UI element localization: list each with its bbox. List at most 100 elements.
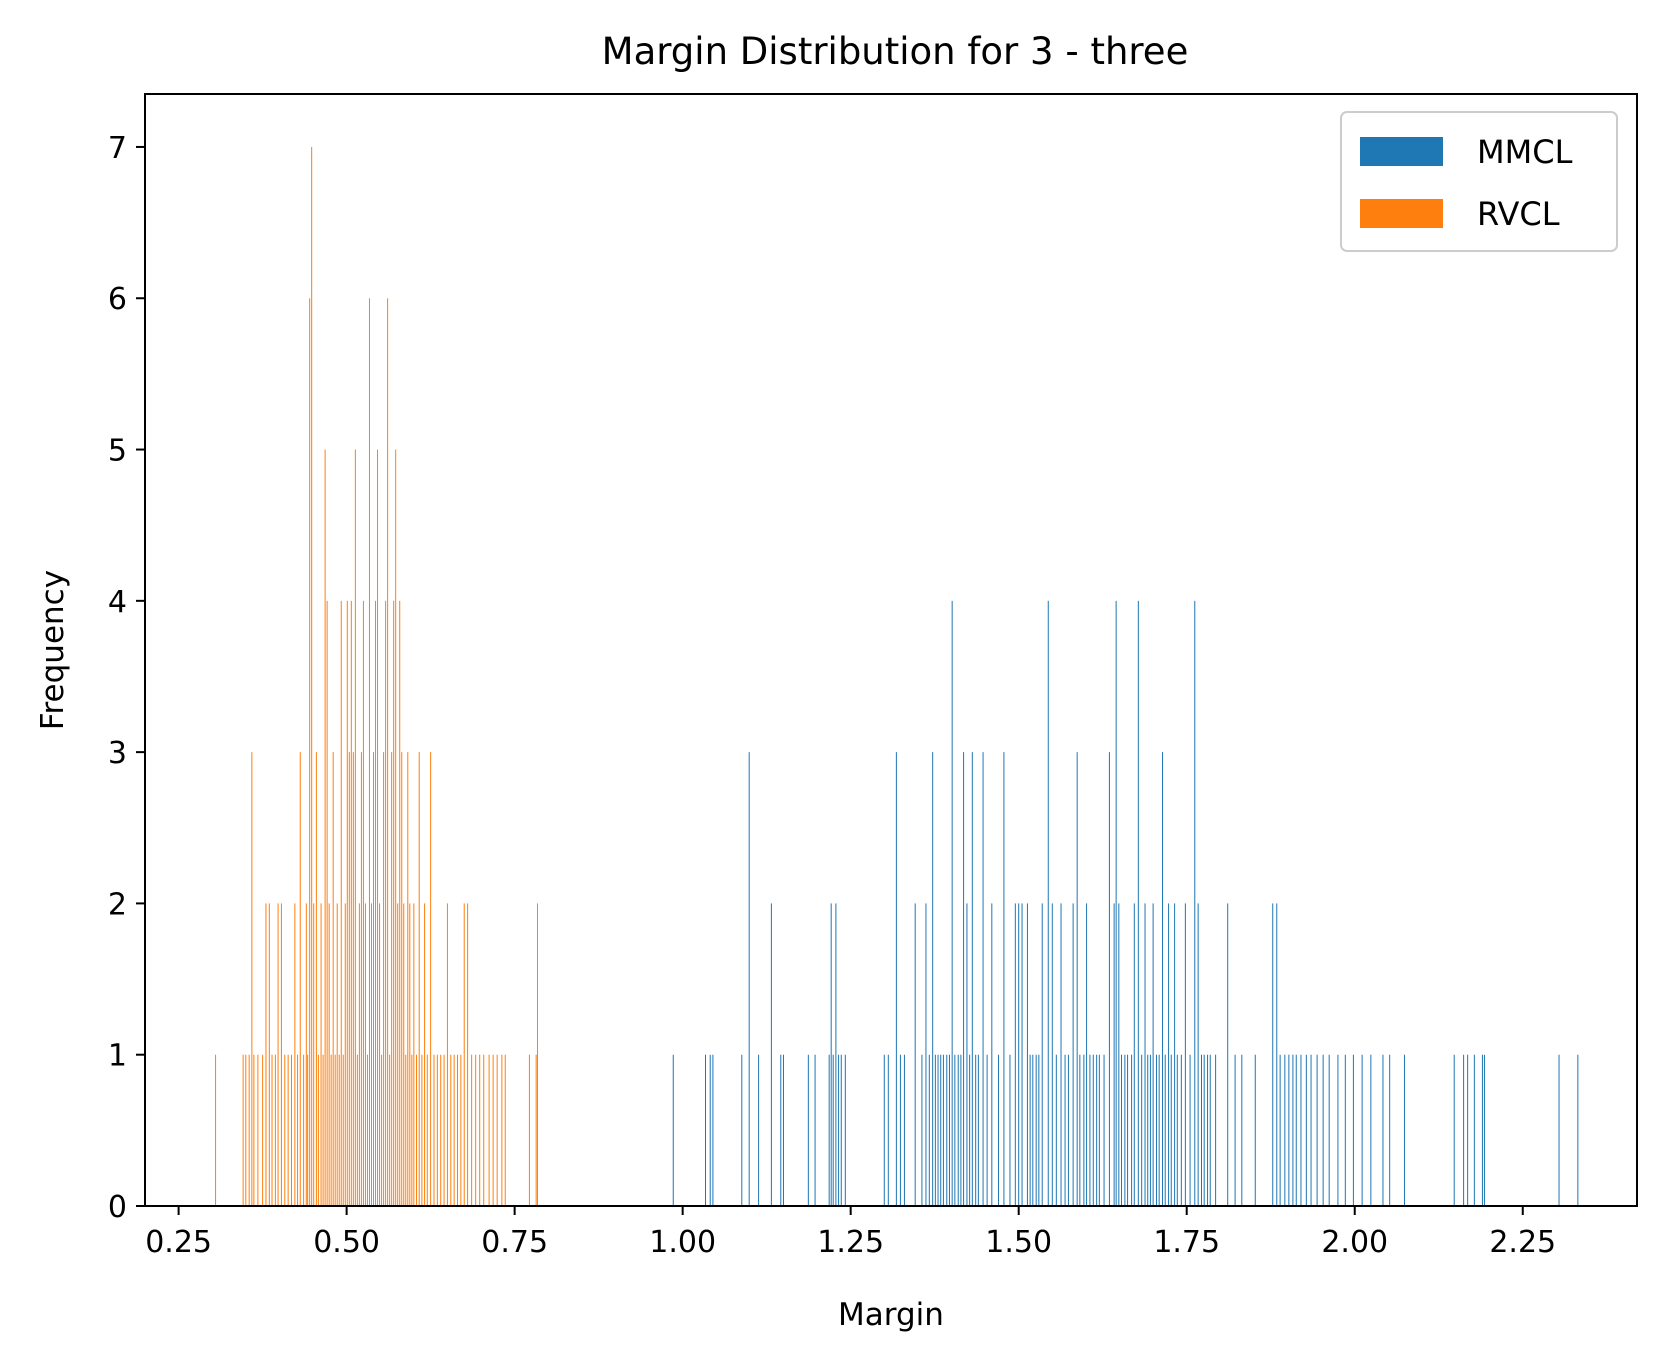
bar-mmcl bbox=[971, 752, 973, 1206]
bar-rvcl bbox=[320, 903, 322, 1206]
bar-mmcl bbox=[840, 1054, 842, 1206]
bar-mmcl bbox=[1344, 1054, 1346, 1206]
bar-rvcl bbox=[373, 752, 374, 1206]
bar-rvcl bbox=[399, 600, 401, 1206]
bar-mmcl bbox=[1403, 1054, 1405, 1206]
bar-mmcl bbox=[1014, 903, 1016, 1206]
bar-rvcl bbox=[385, 600, 387, 1206]
bar-rvcl bbox=[383, 752, 385, 1206]
bar-rvcl bbox=[291, 1054, 293, 1206]
bar-mmcl bbox=[1194, 600, 1196, 1206]
bar-rvcl bbox=[430, 752, 432, 1206]
bar-rvcl bbox=[450, 1054, 452, 1206]
bar-mmcl bbox=[1316, 1054, 1318, 1206]
bar-mmcl bbox=[672, 1054, 674, 1206]
bars-layer bbox=[215, 146, 1579, 1207]
bar-mmcl bbox=[1577, 1054, 1579, 1206]
bar-mmcl bbox=[954, 1054, 956, 1206]
bar-mmcl bbox=[1072, 903, 1074, 1206]
bar-rvcl bbox=[274, 1054, 276, 1206]
bar-rvcl bbox=[338, 1054, 340, 1206]
bar-rvcl bbox=[322, 1054, 324, 1206]
bar-rvcl bbox=[324, 449, 326, 1206]
bar-mmcl bbox=[1155, 1054, 1157, 1206]
bar-mmcl bbox=[1201, 1054, 1202, 1206]
x-tick-label: 0.25 bbox=[145, 1225, 212, 1260]
bar-rvcl bbox=[354, 449, 356, 1206]
bar-mmcl bbox=[1009, 1054, 1011, 1206]
bar-rvcl bbox=[528, 1054, 530, 1206]
bar-rvcl bbox=[387, 298, 389, 1206]
bar-mmcl bbox=[1189, 1054, 1191, 1206]
bar-mmcl bbox=[942, 1054, 944, 1206]
bar-mmcl bbox=[977, 1054, 979, 1206]
series-mmcl bbox=[672, 600, 1579, 1206]
bar-mmcl bbox=[982, 752, 984, 1206]
bar-mmcl bbox=[807, 1054, 809, 1206]
bar-mmcl bbox=[1241, 1054, 1243, 1206]
bar-mmcl bbox=[925, 903, 927, 1206]
y-axis-label: Frequency bbox=[35, 570, 71, 730]
bar-rvcl bbox=[504, 1054, 506, 1206]
bar-mmcl bbox=[1098, 1054, 1100, 1206]
bar-rvcl bbox=[443, 1054, 445, 1206]
bar-rvcl bbox=[248, 1054, 250, 1206]
bar-mmcl bbox=[1227, 903, 1229, 1206]
bar-mmcl bbox=[1361, 1054, 1363, 1206]
bar-mmcl bbox=[940, 1054, 942, 1206]
bar-rvcl bbox=[364, 903, 366, 1206]
bar-mmcl bbox=[1168, 903, 1170, 1206]
bar-mmcl bbox=[1162, 752, 1164, 1206]
bar-rvcl bbox=[265, 903, 267, 1206]
bar-rvcl bbox=[377, 449, 379, 1206]
bar-rvcl bbox=[391, 752, 393, 1206]
bar-rvcl bbox=[280, 903, 282, 1206]
bar-mmcl bbox=[1305, 1054, 1307, 1206]
bar-mmcl bbox=[998, 1054, 1000, 1206]
bar-mmcl bbox=[948, 1054, 950, 1206]
bar-rvcl bbox=[307, 1054, 309, 1206]
bar-mmcl bbox=[1118, 903, 1120, 1206]
y-tick-label: 7 bbox=[108, 131, 127, 166]
bar-rvcl bbox=[268, 903, 270, 1206]
bar-rvcl bbox=[381, 1054, 383, 1206]
chart-title: Margin Distribution for 3 - three bbox=[602, 30, 1189, 73]
bar-mmcl bbox=[1115, 600, 1117, 1206]
bar-mmcl bbox=[1209, 1054, 1211, 1206]
bar-mmcl bbox=[963, 752, 965, 1206]
bar-mmcl bbox=[1158, 1054, 1160, 1206]
bar-rvcl bbox=[262, 1054, 264, 1206]
bar-mmcl bbox=[1121, 1054, 1123, 1206]
bar-rvcl bbox=[475, 1054, 477, 1206]
bar-mmcl bbox=[914, 903, 916, 1206]
bar-mmcl bbox=[1137, 600, 1139, 1206]
y-tick-label: 5 bbox=[108, 434, 127, 469]
bar-rvcl bbox=[405, 1054, 407, 1206]
bar-rvcl bbox=[375, 600, 377, 1206]
bar-mmcl bbox=[1103, 1054, 1105, 1206]
bar-mmcl bbox=[1060, 903, 1062, 1206]
bar-mmcl bbox=[1026, 903, 1028, 1206]
bar-rvcl bbox=[501, 1054, 503, 1206]
bar-mmcl bbox=[1295, 1054, 1297, 1206]
bar-mmcl bbox=[1170, 1054, 1172, 1206]
bar-mmcl bbox=[1234, 1054, 1236, 1206]
bar-mmcl bbox=[957, 1054, 959, 1206]
bar-rvcl bbox=[297, 1054, 299, 1206]
bar-rvcl bbox=[463, 903, 465, 1206]
bar-rvcl bbox=[360, 752, 362, 1206]
bar-rvcl bbox=[257, 1054, 259, 1206]
bar-rvcl bbox=[457, 1054, 459, 1206]
bar-rvcl bbox=[356, 1054, 358, 1206]
bar-mmcl bbox=[1127, 1054, 1129, 1206]
legend: MMCL RVCL bbox=[1340, 111, 1618, 252]
bar-mmcl bbox=[1067, 1054, 1069, 1206]
bar-rvcl bbox=[287, 1054, 289, 1206]
y-tick-label: 1 bbox=[108, 1039, 127, 1074]
bar-mmcl bbox=[709, 1054, 711, 1206]
bar-mmcl bbox=[741, 1054, 743, 1206]
bar-rvcl bbox=[317, 1054, 319, 1206]
bar-rvcl bbox=[424, 903, 426, 1206]
bar-rvcl bbox=[277, 903, 279, 1206]
bar-mmcl bbox=[712, 1054, 714, 1206]
